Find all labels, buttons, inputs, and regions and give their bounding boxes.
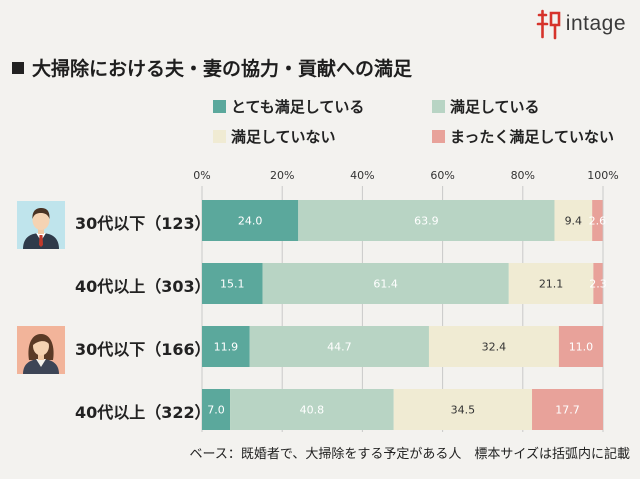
bar-segment [428,326,559,367]
data-label: 11.0 [569,341,594,354]
male-avatar-icon [17,201,65,249]
bar-segment [202,263,263,304]
x-tick-label: 60% [430,169,454,182]
x-tick-label: 100% [587,169,618,182]
data-label: 2.3 [589,278,607,291]
bar-segment [202,326,250,367]
logo-text: intage [565,12,626,35]
row-label-4: 40代以上（322） [75,403,211,422]
legend-label: とても満足している [231,98,365,116]
data-label: 24.0 [238,215,263,228]
legend-item-not-at-all-satisfied: まったく満足していない [432,126,614,147]
legend-swatch [432,100,445,113]
data-label: 7.0 [207,404,225,417]
bar-segment [558,326,603,367]
x-tick-label: 80% [511,169,535,182]
bar-segment [554,200,593,241]
legend-item-satisfied: 満足している [432,96,540,117]
data-label: 34.5 [451,404,476,417]
data-label: 40.8 [300,404,325,417]
bar-segment [508,263,594,304]
legend-label: 満足している [450,98,540,116]
bar-segment [592,200,603,241]
footnote: ベース：既婚者で、大掃除をする予定がある人 標本サイズは括弧内に記載 [189,447,630,462]
row-label-1: 30代以下（123） [75,214,211,233]
bar-segment [262,263,509,304]
legend-label: まったく満足していない [450,128,614,146]
data-label: 21.1 [539,278,564,291]
chart-title: 大掃除における夫・妻の協力・貢献への満足 [12,54,412,81]
bar-segment [230,389,394,430]
legend-item-very-satisfied: とても満足している [213,96,364,117]
data-label: 32.4 [482,341,507,354]
title-bullet-icon [12,62,24,74]
x-tick-label: 20% [270,169,294,182]
bar-segment [249,326,429,367]
x-tick-label: 0% [193,169,210,182]
intage-logo-mark [536,9,561,40]
data-label: 15.1 [220,278,245,291]
legend-swatch [213,130,226,143]
bar-segment [298,200,555,241]
legend-item-not-satisfied: 満足していない [213,126,336,147]
bar-segment [593,263,603,304]
bar-segment [532,389,603,430]
bar-segment [393,389,533,430]
bar-segment [202,389,231,430]
data-label: 61.4 [373,278,398,291]
data-label: 9.4 [565,215,583,228]
bar-segment [202,200,299,241]
legend-label: 満足していない [231,128,336,146]
data-label: 44.7 [327,341,352,354]
data-label: 2.6 [589,215,607,228]
data-label: 17.7 [555,404,580,417]
chart-title-text: 大掃除における夫・妻の協力・貢献への満足 [32,58,413,80]
legend-swatch [432,130,445,143]
data-label: 11.9 [214,341,239,354]
row-label-2: 40代以上（303） [75,277,211,296]
intage-logo: intage [536,6,626,42]
female-avatar-icon [17,326,65,374]
data-label: 63.9 [414,215,439,228]
x-tick-label: 40% [350,169,374,182]
legend-swatch [213,100,226,113]
row-label-3: 30代以下（166） [75,340,211,359]
